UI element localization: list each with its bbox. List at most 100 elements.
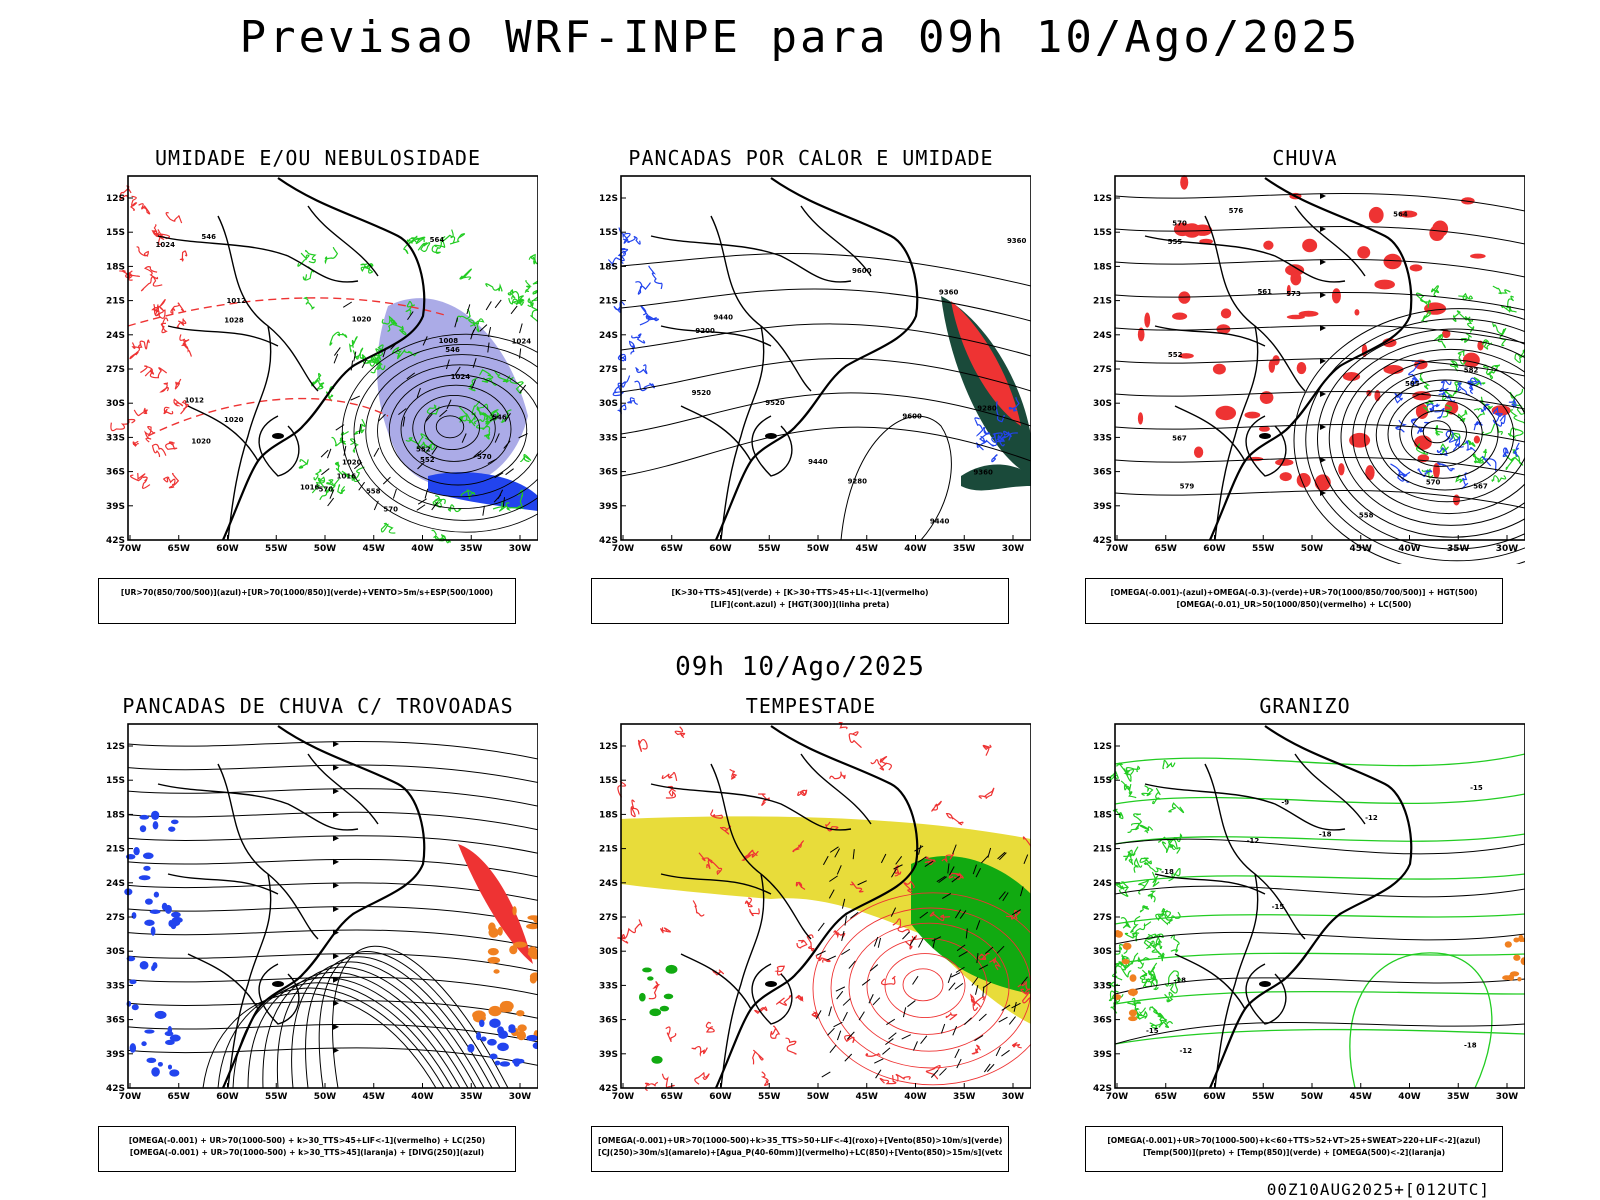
omega-weak-contour (1439, 379, 1452, 392)
wind-850-vector (939, 1067, 947, 1076)
divergence-area (170, 921, 177, 930)
lon-label: 60W (216, 544, 239, 554)
rain-area (1331, 288, 1341, 304)
thickness-contour (137, 339, 150, 350)
lon-label: 55W (265, 1092, 288, 1102)
wind-vector (497, 489, 504, 499)
instability-area (501, 1001, 506, 1010)
omega-strong-contour (1457, 409, 1468, 422)
humidity-low-levels-contour (524, 280, 532, 293)
wind-vector (494, 433, 500, 443)
lat-label: 33S (1093, 433, 1112, 443)
contour-label: 1012 (226, 297, 246, 305)
wind-850-vector (1008, 1016, 1016, 1025)
pressure-isobar (412, 394, 496, 462)
wind-850-vector (874, 1058, 884, 1064)
thickness-contour (132, 440, 140, 447)
divergence-area (139, 825, 147, 833)
map-trovoadas: 12S 15S 18S 21S 24S 27S 30S 33S 36S 39S 42S 70W 65W 6… (98, 722, 538, 1112)
wind-vector (485, 301, 492, 311)
geopotential-height-500 (1364, 369, 1525, 503)
humidity-low-levels-contour (317, 477, 328, 501)
streamline-arrow (333, 1023, 339, 1030)
precipitable-water-contour (661, 1073, 675, 1089)
divergence-area (467, 1043, 475, 1053)
wind-850-vector (987, 847, 992, 858)
wind-850-vector (918, 938, 924, 948)
country-border (1204, 763, 1306, 940)
wind-850-vector (857, 880, 867, 886)
thickness-contour (133, 407, 148, 417)
streamline-500 (1114, 291, 1525, 311)
contour-label: 582 (1464, 366, 1479, 374)
temperature-850-contour (1116, 961, 1132, 978)
contour-label: 9280 (848, 477, 868, 485)
precipitable-water-contour (948, 872, 964, 880)
lat-label: 21S (1093, 297, 1112, 307)
contour-label: -18 (1161, 868, 1174, 876)
humidity-low-levels-contour (518, 295, 525, 306)
wind-850-vector (947, 973, 952, 984)
divergence-area (487, 1038, 497, 1046)
wind-vector (327, 448, 332, 459)
thickness-contour (151, 224, 160, 237)
streamline-arrow (333, 811, 339, 818)
divergence-area (164, 904, 172, 914)
legend-chuva: [OMEGA(-0.001)-(azul)+OMEGA(-0.3)-(verde… (1085, 578, 1503, 624)
rain-area (1144, 312, 1151, 328)
lifted-index-contour (985, 433, 998, 447)
omega-strong-contour (1464, 316, 1475, 333)
omega-strong-contour (1458, 292, 1474, 301)
lat-label: 27S (106, 913, 125, 923)
divergence-area (151, 1067, 160, 1077)
lon-label: 65W (661, 544, 684, 554)
rain-area (1433, 462, 1440, 479)
lon-label: 60W (216, 1092, 239, 1102)
wind-vector (398, 408, 407, 416)
streamline-250 (247, 977, 461, 1089)
lat-label: 30S (106, 399, 125, 409)
lon-label: 45W (363, 1092, 386, 1102)
streamline-250 (127, 882, 538, 901)
panel-umidade: UMIDADE E/OU NEBULOSIDADE 1016 1020 1020 10… (98, 146, 538, 626)
humidity-low-levels-contour (460, 489, 476, 500)
lat-label: 15S (106, 228, 125, 238)
country-border (307, 205, 379, 277)
temperature-850-contour (1114, 873, 1525, 885)
lat-label: 27S (1093, 365, 1112, 375)
humidity-low-levels-contour (372, 344, 384, 359)
wind-vector (479, 324, 488, 332)
geopotential-height-500 (1399, 399, 1483, 467)
divergence-area (139, 960, 149, 970)
strong-wind-area (651, 1055, 663, 1064)
lat-label: 30S (1093, 947, 1112, 957)
wind-850-vector (1011, 1002, 1021, 1009)
contour-label: -12 (1247, 837, 1260, 845)
rain-area (1180, 175, 1189, 190)
lake (765, 981, 777, 987)
lon-label: 50W (314, 544, 337, 554)
wind-vector (494, 472, 504, 479)
legend-line: [OMEGA(-0.001) + UR>70(1000-500) + k>30_… (128, 1136, 486, 1145)
wind-vector (353, 351, 357, 362)
wind-850-vector (958, 951, 968, 957)
divergence-area (489, 1018, 501, 1028)
omega-strong-contour (1507, 295, 1517, 313)
wind-850-vector (829, 846, 839, 853)
lat-label: 18S (106, 810, 125, 820)
streamline-250 (127, 1047, 538, 1066)
wind-850-vector (847, 1031, 855, 1040)
lifted-index-contour (974, 417, 984, 437)
wind-vector (431, 501, 439, 511)
wind-850-vector (917, 856, 927, 863)
thickness-contour (170, 302, 185, 314)
streamline-arrow (1320, 391, 1326, 397)
streamline-arrow (333, 835, 339, 842)
lat-label: 27S (599, 913, 618, 923)
thickness-contour (149, 367, 168, 379)
strong-wind-area (642, 967, 652, 973)
country-border (1174, 953, 1246, 1010)
wind-850-vector (954, 909, 962, 919)
rain-area (1178, 353, 1194, 359)
wind-850-vector (975, 920, 981, 930)
